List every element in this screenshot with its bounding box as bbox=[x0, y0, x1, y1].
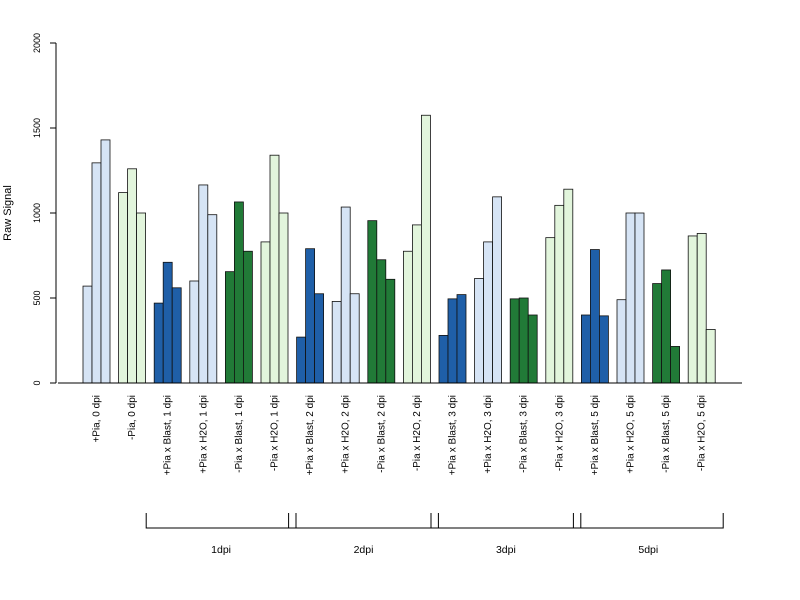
bar bbox=[634, 212, 645, 384]
bar bbox=[616, 299, 627, 384]
bar bbox=[207, 214, 218, 384]
bar bbox=[340, 206, 351, 384]
group-label: 3dpi bbox=[496, 544, 516, 556]
bar bbox=[509, 298, 520, 384]
bar bbox=[296, 336, 307, 384]
bar bbox=[314, 293, 325, 384]
x-tick-label: +Pia x H2O, 3 dpi bbox=[483, 395, 494, 474]
x-tick-label: -Pia x Blast, 2 dpi bbox=[376, 395, 387, 473]
x-tick-label: +Pia x Blast, 3 dpi bbox=[448, 395, 459, 475]
bar bbox=[518, 297, 529, 384]
bar bbox=[590, 249, 600, 384]
x-tick-label: -Pia x H2O, 3 dpi bbox=[554, 395, 565, 471]
group-label: 5dpi bbox=[638, 544, 658, 556]
bar bbox=[474, 278, 485, 384]
bar bbox=[456, 294, 467, 384]
bar bbox=[162, 261, 173, 384]
group-brackets: 1dpi 2dpi 3dpi 5dpi bbox=[145, 513, 724, 556]
bar bbox=[198, 184, 209, 384]
bar bbox=[545, 237, 556, 384]
bar bbox=[349, 293, 360, 384]
bar bbox=[260, 241, 271, 384]
y-tick-label: 1500 bbox=[32, 118, 42, 138]
x-tick-label: -Pia x Blast, 3 dpi bbox=[519, 395, 530, 473]
y-axis-label: Raw Signal bbox=[2, 185, 14, 241]
bar bbox=[687, 235, 698, 384]
bar bbox=[127, 168, 137, 384]
x-tick-label: -Pia, 0 dpi bbox=[127, 395, 138, 440]
bar bbox=[447, 298, 458, 384]
bar bbox=[483, 241, 494, 384]
bar bbox=[652, 283, 662, 384]
bar bbox=[118, 192, 128, 384]
bar bbox=[420, 114, 431, 384]
bar bbox=[385, 278, 396, 384]
x-tick-label: -Pia x H2O, 1 dpi bbox=[270, 395, 281, 471]
group-label: 2dpi bbox=[354, 544, 374, 556]
x-tick-label: -Pia x H2O, 2 dpi bbox=[412, 395, 423, 471]
bar bbox=[696, 232, 707, 384]
x-tick-label: +Pia x Blast, 1 dpi bbox=[163, 395, 174, 475]
y-axis: 0 500 1000 1500 2000 bbox=[32, 33, 57, 386]
group-bracket bbox=[430, 513, 582, 529]
group-bracket bbox=[572, 513, 724, 529]
bar bbox=[402, 250, 413, 384]
bar bbox=[224, 271, 235, 384]
bar bbox=[242, 250, 253, 384]
bar bbox=[625, 212, 636, 384]
bar bbox=[563, 188, 574, 384]
y-tick-label: 0 bbox=[32, 380, 42, 385]
x-tick-label: +Pia x H2O, 2 dpi bbox=[341, 395, 352, 474]
group-bracket bbox=[288, 513, 439, 529]
bar bbox=[269, 154, 280, 384]
x-tick-label: -Pia x Blast, 1 dpi bbox=[234, 395, 245, 473]
bar bbox=[492, 196, 503, 384]
bar bbox=[527, 314, 538, 384]
x-tick-label: +Pia x H2O, 5 dpi bbox=[626, 395, 637, 474]
bar bbox=[670, 346, 680, 384]
x-tick-label: +Pia x Blast, 5 dpi bbox=[590, 395, 601, 475]
bar bbox=[171, 287, 182, 384]
bar bbox=[189, 280, 200, 384]
bar bbox=[100, 139, 111, 384]
bar bbox=[367, 220, 378, 384]
x-tick-label: -Pia x H2O, 5 dpi bbox=[697, 395, 708, 471]
bar bbox=[581, 314, 591, 384]
bar bbox=[438, 334, 449, 384]
y-tick-label: 500 bbox=[32, 290, 42, 305]
bars bbox=[82, 114, 716, 384]
bar bbox=[91, 162, 102, 384]
group-label: 1dpi bbox=[211, 544, 231, 556]
bar bbox=[411, 224, 422, 384]
x-tick-label: -Pia x Blast, 5 dpi bbox=[661, 395, 672, 473]
bar bbox=[599, 315, 609, 384]
bar bbox=[554, 204, 565, 384]
x-tick-label: +Pia x H2O, 1 dpi bbox=[198, 395, 209, 474]
bar bbox=[705, 329, 716, 384]
bar bbox=[153, 302, 164, 384]
bar bbox=[233, 201, 244, 384]
bar bbox=[376, 259, 387, 384]
bar bbox=[136, 212, 147, 384]
bar bbox=[305, 248, 316, 384]
x-tick-label: +Pia, 0 dpi bbox=[92, 395, 103, 443]
bar bbox=[331, 300, 342, 384]
x-tick-labels: +Pia, 0 dpi -Pia, 0 dpi +Pia x Blast, 1 dp… bbox=[92, 395, 708, 475]
group-bracket bbox=[145, 513, 297, 529]
x-tick-label: +Pia x Blast, 2 dpi bbox=[305, 395, 316, 475]
bar bbox=[661, 269, 671, 384]
bar bbox=[82, 285, 93, 384]
y-tick-label: 2000 bbox=[32, 33, 42, 53]
y-tick-label: 1000 bbox=[32, 203, 42, 223]
bar bbox=[278, 212, 289, 384]
